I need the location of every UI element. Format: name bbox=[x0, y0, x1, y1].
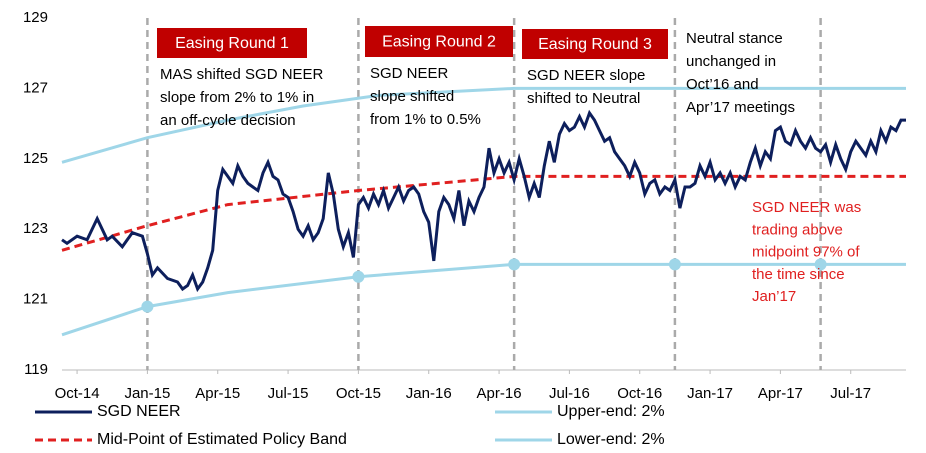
annotation-box bbox=[522, 29, 668, 59]
annotation-text: Neutral stance bbox=[686, 30, 783, 47]
note-text: midpoint 97% of bbox=[752, 244, 860, 261]
legend-label: SGD NEER bbox=[97, 403, 181, 420]
x-tick-label: Apr-17 bbox=[758, 385, 803, 402]
y-tick-label: 125 bbox=[23, 150, 48, 167]
annotation-text: slope shifted bbox=[370, 88, 454, 105]
event-marker bbox=[508, 258, 521, 271]
annotation-title: Easing Round 3 bbox=[538, 36, 652, 53]
x-tick-label: Jan-17 bbox=[687, 385, 733, 402]
annotation-text: from 1% to 0.5% bbox=[370, 111, 481, 128]
annotation-text: Oct’16 and bbox=[686, 76, 759, 93]
annotation-title: Easing Round 2 bbox=[382, 34, 496, 51]
event-marker bbox=[668, 258, 681, 271]
annotation-text: slope from 2% to 1% in bbox=[160, 89, 314, 106]
note-text: SGD NEER was bbox=[752, 199, 861, 216]
x-tick-label: Jul-17 bbox=[830, 385, 871, 402]
annotation-text: an off-cycle decision bbox=[160, 112, 296, 129]
x-tick-label: Oct-16 bbox=[617, 385, 662, 402]
annotation-box bbox=[365, 26, 513, 57]
event-marker bbox=[141, 300, 154, 313]
y-tick-label: 127 bbox=[23, 79, 48, 96]
x-tick-label: Apr-15 bbox=[195, 385, 240, 402]
series-line bbox=[61, 262, 906, 337]
annotation-text: shifted to Neutral bbox=[527, 90, 640, 107]
series-line bbox=[61, 174, 906, 252]
annotation-text: Apr’17 meetings bbox=[686, 99, 795, 116]
x-tick-label: Oct-14 bbox=[55, 385, 100, 402]
annotation-text: MAS shifted SGD NEER bbox=[160, 66, 324, 83]
annotation-box bbox=[157, 28, 307, 58]
note-text: the time since bbox=[752, 266, 845, 283]
y-tick-label: 123 bbox=[23, 220, 48, 237]
event-marker bbox=[814, 258, 827, 271]
legend-label: Lower-end: 2% bbox=[557, 431, 665, 448]
annotation-title: Easing Round 1 bbox=[175, 35, 289, 52]
x-tick-label: Jan-15 bbox=[124, 385, 170, 402]
y-tick-label: 121 bbox=[23, 291, 48, 308]
event-marker bbox=[352, 270, 365, 283]
x-tick-label: Apr-16 bbox=[477, 385, 522, 402]
note-text: Jan’17 bbox=[752, 288, 796, 305]
x-tick-label: Jul-15 bbox=[268, 385, 309, 402]
series-line bbox=[61, 86, 906, 164]
annotation-text: unchanged in bbox=[686, 53, 776, 70]
y-tick-label: 129 bbox=[23, 9, 48, 26]
y-tick-label: 119 bbox=[24, 361, 48, 378]
x-tick-label: Jul-16 bbox=[549, 385, 590, 402]
legend-label: Upper-end: 2% bbox=[557, 403, 665, 420]
series-line bbox=[61, 109, 906, 293]
x-tick-label: Oct-15 bbox=[336, 385, 381, 402]
legend-label: Mid-Point of Estimated Policy Band bbox=[97, 431, 347, 448]
annotation-text: SGD NEER slope bbox=[527, 67, 645, 84]
note-text: trading above bbox=[752, 221, 843, 238]
annotation-text: SGD NEER bbox=[370, 65, 449, 82]
x-tick-label: Jan-16 bbox=[406, 385, 452, 402]
